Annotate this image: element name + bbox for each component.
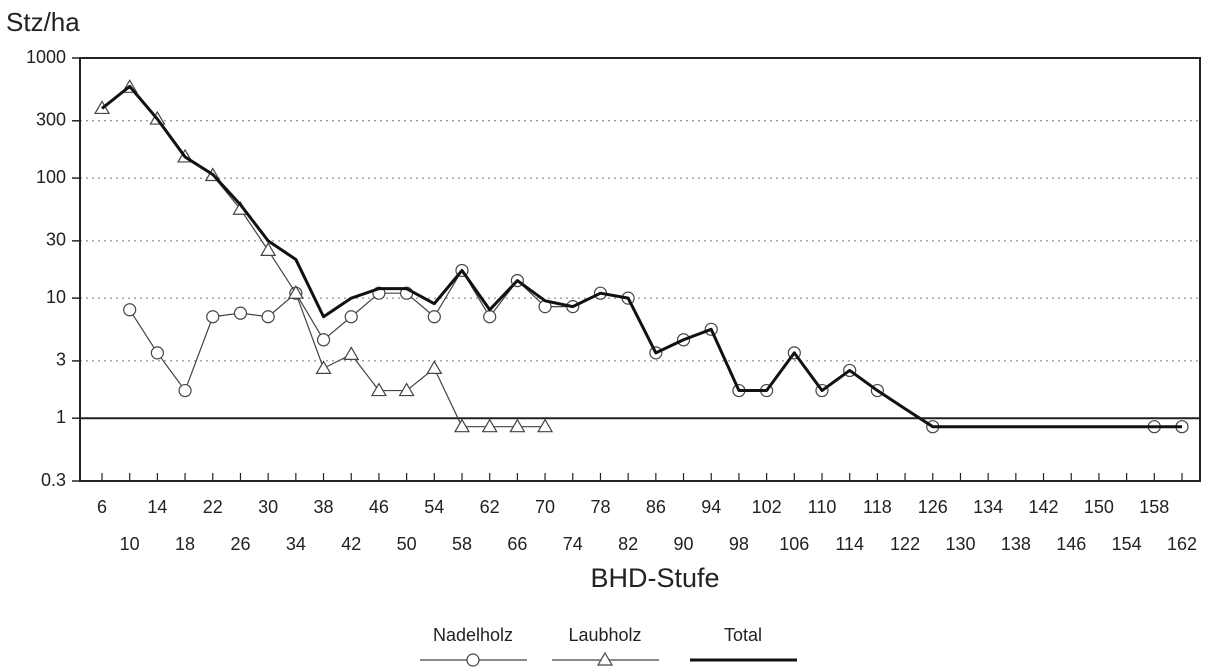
x-tick-label: 82	[618, 534, 638, 554]
marker	[466, 653, 480, 667]
x-tick-label: 42	[341, 534, 361, 554]
x-tick-label: 138	[1001, 534, 1031, 554]
x-tick-label: 154	[1112, 534, 1142, 554]
marker	[481, 418, 498, 433]
x-tick-label: 146	[1056, 534, 1086, 554]
x-tick-label: 114	[835, 534, 864, 554]
x-tick-label: 10	[120, 534, 140, 554]
y-tick-label: 300	[36, 110, 66, 130]
x-tick-label: 150	[1084, 497, 1114, 517]
x-tick-label: 74	[563, 534, 583, 554]
marker	[537, 418, 554, 433]
x-tick-label: 66	[507, 534, 527, 554]
marker	[316, 333, 331, 347]
series-line	[101, 86, 546, 428]
legend-label: Total	[724, 625, 762, 645]
x-tick-label: 118	[863, 497, 892, 517]
marker	[398, 382, 415, 397]
x-tick-label: 90	[674, 534, 694, 554]
x-tick-label: 78	[590, 497, 610, 517]
y-axis-label: Stz/ha	[6, 7, 80, 37]
x-tick-label: 162	[1167, 534, 1197, 554]
x-tick-label: 86	[646, 497, 666, 517]
plot-frame	[79, 57, 1201, 482]
marker	[233, 306, 248, 320]
x-tick-label: 142	[1029, 497, 1059, 517]
y-tick-label: 10	[46, 287, 66, 307]
x-tick-label: 94	[701, 497, 721, 517]
marker	[509, 418, 526, 433]
x-tick-label: 62	[480, 497, 500, 517]
y-tick-label: 100	[36, 167, 66, 187]
series-line	[101, 84, 1182, 429]
x-tick-label: 70	[535, 497, 555, 517]
marker	[260, 242, 277, 256]
x-tick-label: 18	[175, 534, 195, 554]
marker	[150, 346, 164, 360]
x-tick-label: 26	[230, 534, 250, 554]
x-tick-label: 50	[397, 534, 417, 554]
marker	[178, 383, 192, 398]
x-tick-label: 14	[147, 497, 167, 517]
x-tick-label: 126	[918, 497, 948, 517]
x-tick-label: 58	[452, 534, 472, 554]
marker	[453, 418, 471, 433]
marker	[123, 303, 137, 317]
marker	[315, 360, 332, 374]
x-tick-label: 110	[808, 497, 837, 517]
legend-label: Laubholz	[568, 625, 641, 645]
x-tick-label: 30	[258, 497, 278, 517]
marker	[427, 310, 441, 324]
marker	[344, 310, 358, 324]
x-tick-label: 98	[729, 534, 749, 554]
x-tick-label: 122	[890, 534, 920, 554]
y-tick-label: 1000	[26, 47, 66, 67]
x-tick-label: 46	[369, 497, 389, 517]
legend-label: Nadelholz	[433, 625, 513, 645]
y-tick-label: 0.3	[41, 470, 66, 490]
x-tick-label: 38	[314, 497, 334, 517]
marker	[206, 310, 220, 324]
y-tick-label: 1	[56, 407, 66, 427]
x-tick-label: 34	[286, 534, 306, 554]
x-tick-label: 54	[424, 497, 444, 517]
marker	[343, 346, 360, 361]
marker	[261, 310, 275, 324]
y-tick-label: 3	[56, 350, 66, 370]
x-tick-label: 102	[752, 497, 782, 517]
marker	[426, 360, 443, 374]
x-tick-label: 6	[97, 497, 107, 517]
x-axis-label: BHD-Stufe	[590, 563, 719, 593]
x-tick-label: 130	[945, 534, 975, 554]
x-tick-label: 106	[779, 534, 809, 554]
marker	[287, 284, 304, 299]
y-tick-label: 30	[46, 230, 66, 250]
x-tick-label: 158	[1139, 497, 1169, 517]
marker	[483, 310, 497, 324]
x-tick-label: 134	[973, 497, 1003, 517]
marker	[370, 382, 387, 397]
marker	[596, 651, 614, 666]
x-tick-label: 22	[203, 497, 223, 517]
